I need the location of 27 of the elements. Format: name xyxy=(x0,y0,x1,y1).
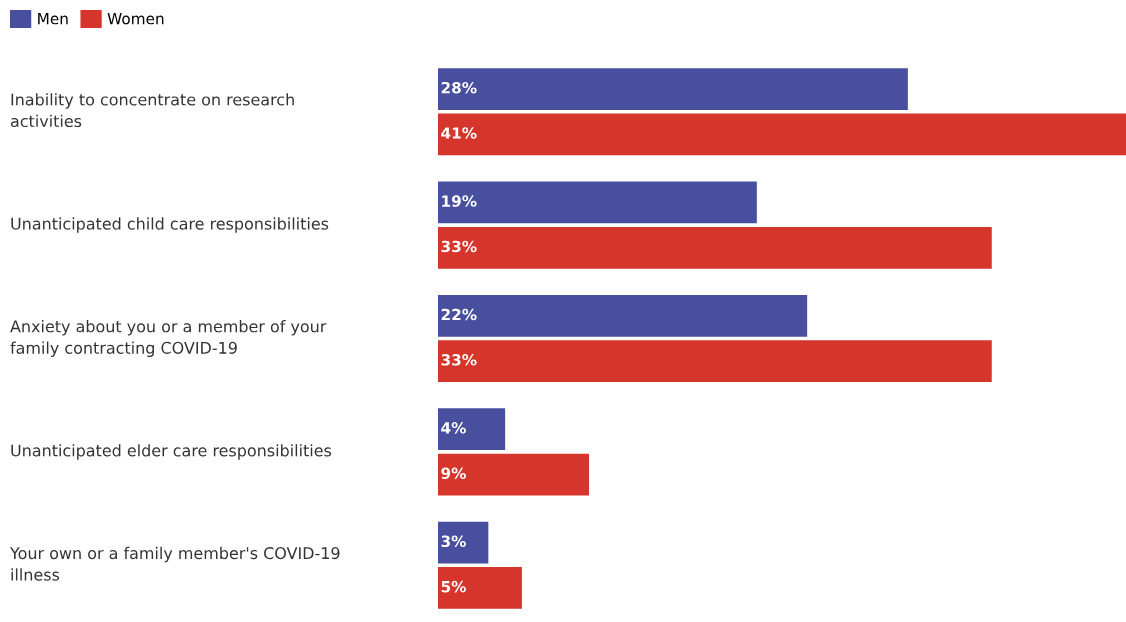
data-label: 33% xyxy=(441,240,477,253)
data-label: 33% xyxy=(441,354,477,366)
bar xyxy=(438,294,808,337)
bar xyxy=(438,68,908,110)
bar xyxy=(438,453,590,496)
data-label: 3% xyxy=(441,535,466,548)
y-tick-label: Your own or a family member's COVID-19 illness xyxy=(9,546,340,581)
data-label: 41% xyxy=(441,127,477,139)
bar xyxy=(438,567,522,609)
data-label: 5% xyxy=(441,580,466,593)
data-label: 19% xyxy=(442,195,477,207)
bar xyxy=(438,340,992,383)
data-label: 4% xyxy=(441,422,466,434)
data-label: 22% xyxy=(441,308,477,321)
bar xyxy=(438,226,992,269)
bar xyxy=(438,113,1126,156)
y-tick-label: Unanticipated elder care responsibilities xyxy=(11,444,332,460)
legend-label: Men xyxy=(38,13,68,25)
data-label: 9% xyxy=(441,467,466,480)
y-tick-label: Inability to concentrate on research activities xyxy=(10,93,294,128)
bar xyxy=(438,181,757,224)
bar xyxy=(438,521,489,564)
y-tick-label: Anxiety about you or a member of your family contracting COVID-19 xyxy=(10,320,327,357)
data-label: 28% xyxy=(441,81,477,94)
legend-label: Women xyxy=(107,13,164,25)
bar xyxy=(438,408,506,451)
y-tick-label: Unanticipated child care responsibilities xyxy=(11,217,329,233)
